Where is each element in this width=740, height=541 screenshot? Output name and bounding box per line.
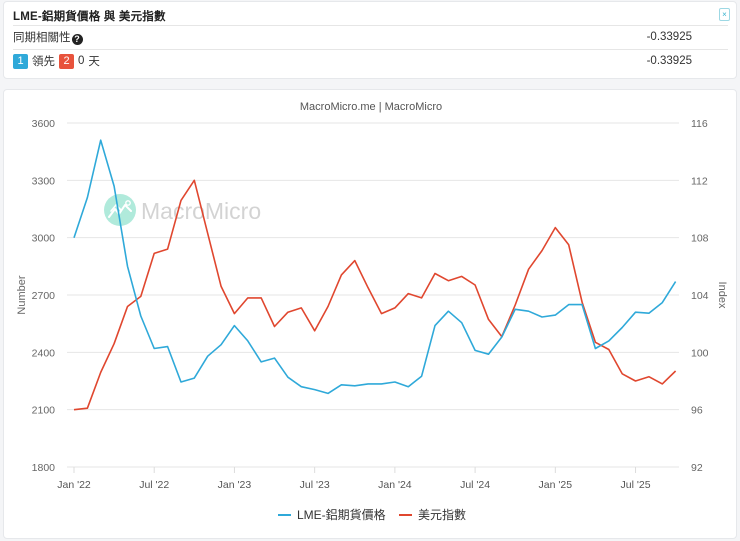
lead-days-value: 0 <box>78 55 85 67</box>
right-tick-label: 116 <box>691 118 708 130</box>
legend-item-lme-aluminum[interactable]: LME-鋁期貨價格 <box>278 507 386 522</box>
left-tick-label: 2100 <box>32 405 56 417</box>
left-axis-title: Number <box>16 275 28 314</box>
correlation-row: 同期相關性? -0.33925 <box>13 25 728 48</box>
left-tick-label: 3000 <box>32 233 56 245</box>
x-tick-label: Jul '23 <box>300 479 330 491</box>
legend: LME-鋁期貨價格 美元指數 <box>278 507 466 522</box>
x-tick-label: Jan '24 <box>378 479 412 491</box>
close-icon: × <box>722 10 727 19</box>
watermark: MacroMicro <box>104 194 261 226</box>
panel-title: LME-鋁期貨價格 與 美元指數 <box>13 11 166 23</box>
legend-label-dxy: 美元指數 <box>418 507 466 522</box>
lead-correlation-value: -0.33925 <box>646 55 692 67</box>
close-button[interactable]: × <box>719 8 730 21</box>
legend-label-lme-aluminum: LME-鋁期貨價格 <box>297 507 386 522</box>
x-tick-label: Jan '23 <box>218 479 252 491</box>
x-axis: Jan '22 Jul '22 Jan '23 Jul '23 Jan '24 Jul '… <box>57 467 651 491</box>
left-tick-label: 3300 <box>32 175 56 187</box>
right-tick-label: 92 <box>691 462 703 474</box>
x-tick-label: Jul '25 <box>621 479 651 491</box>
lead-badge-2[interactable]: 2 <box>59 53 74 69</box>
correlation-label-wrap: 同期相關性? <box>13 29 83 45</box>
help-icon[interactable]: ? <box>71 34 83 45</box>
x-tick-label: Jan '22 <box>57 479 91 491</box>
chart-credit: MacroMicro.me | MacroMicro <box>300 101 442 113</box>
lead-controls: 1 領先 2 0 天 <box>13 53 100 69</box>
correlation-value: -0.33925 <box>646 31 692 43</box>
lead-days-unit: 天 <box>88 56 100 68</box>
x-tick-label: Jan '25 <box>539 479 573 491</box>
right-tick-label: 112 <box>691 175 708 187</box>
right-tick-label: 104 <box>691 290 709 302</box>
lead-row: 1 領先 2 0 天 -0.33925 <box>13 49 728 72</box>
right-axis-title: Index <box>716 282 728 309</box>
legend-item-dxy[interactable]: 美元指數 <box>399 507 466 522</box>
grid-lines <box>67 122 679 468</box>
left-tick-label: 3600 <box>32 118 56 130</box>
left-tick-label: 2400 <box>32 347 56 359</box>
correlation-label: 同期相關性 <box>13 32 71 44</box>
left-tick-label: 1800 <box>32 462 56 474</box>
right-axis: 92 96 100 104 108 112 116 <box>691 118 709 474</box>
correlation-panel: LME-鋁期貨價格 與 美元指數 × 同期相關性? -0.33925 1 領先 … <box>3 1 737 79</box>
series-line-dxy[interactable] <box>73 179 677 411</box>
lead-label: 領先 <box>32 56 55 68</box>
right-tick-label: 96 <box>691 405 703 417</box>
series-line-lme-aluminum[interactable] <box>73 139 677 395</box>
x-tick-label: Jul '22 <box>139 479 169 491</box>
line-chart[interactable]: MacroMicro.me | MacroMicro 1800 2100 2400 2… <box>4 90 738 540</box>
right-tick-label: 100 <box>691 347 709 359</box>
right-tick-label: 108 <box>691 233 709 245</box>
left-tick-label: 2700 <box>32 290 56 302</box>
left-axis: 1800 2100 2400 2700 3000 3300 3600 <box>32 118 56 474</box>
chart-card: MacroMicro.me | MacroMicro 1800 2100 2400 2… <box>3 89 737 539</box>
lead-badge-1[interactable]: 1 <box>13 53 28 69</box>
x-tick-label: Jul '24 <box>460 479 490 491</box>
watermark-text: MacroMicro <box>141 198 261 224</box>
